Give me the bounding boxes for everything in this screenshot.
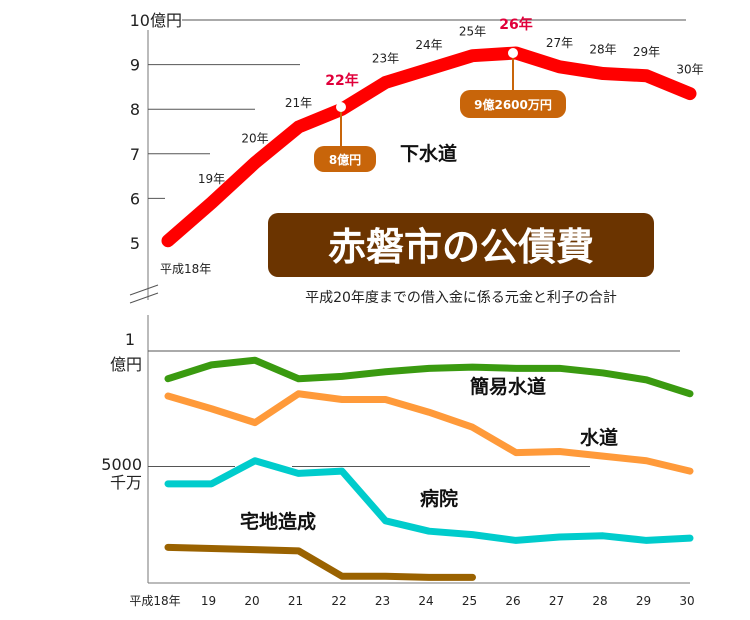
series-label-sewer: 下水道 <box>400 142 457 165</box>
year-label: 21年 <box>285 96 312 110</box>
ytick-label: 6 <box>130 189 140 208</box>
xtick-label: 22 <box>331 594 346 608</box>
ytick-label: 7 <box>130 145 140 164</box>
year-label: 23年 <box>372 51 399 65</box>
xtick-label: 20 <box>244 594 259 608</box>
xtick-label: 平成18年 <box>129 594 180 608</box>
ytick-1oku-unit: 億円 <box>110 355 142 374</box>
title-box <box>268 213 654 277</box>
ytick-1oku: 1 <box>125 330 135 349</box>
year-label: 30年 <box>676 63 703 77</box>
series-line-0 <box>164 356 694 398</box>
year-label: 20年 <box>241 132 268 146</box>
series-line-3 <box>164 543 476 581</box>
series-label-simple-water: 簡易水道 <box>470 375 546 398</box>
year-label: 25年 <box>459 25 486 39</box>
highlight-point-22 <box>336 102 346 112</box>
callout-22-label: 8億円 <box>329 152 361 167</box>
xtick-label: 28 <box>592 594 607 608</box>
ytick-5000-unit: 千万 <box>110 473 142 492</box>
ytick-label: 9 <box>130 56 140 75</box>
xtick-label: 23 <box>375 594 390 608</box>
series-line-2 <box>164 457 694 544</box>
year-label: 22年 <box>325 72 358 89</box>
series-label-land: 宅地造成 <box>240 510 316 533</box>
year-label: 平成18年 <box>160 262 211 276</box>
xtick-label: 26 <box>505 594 520 608</box>
axis-break <box>129 284 159 296</box>
year-label: 26年 <box>499 16 532 33</box>
axis-break <box>129 292 159 304</box>
xtick-label: 24 <box>418 594 433 608</box>
year-label: 27年 <box>546 36 573 50</box>
xtick-label: 27 <box>549 594 564 608</box>
ytick-5000: 5000 <box>101 455 142 474</box>
year-label: 28年 <box>589 43 616 57</box>
series-label-hospital: 病院 <box>420 487 458 510</box>
chart-subtitle: 平成20年度までの借入金に係る元金と利子の合計 <box>305 290 617 306</box>
year-label: 24年 <box>415 38 442 52</box>
series-line-1 <box>164 390 694 475</box>
series-label-water: 水道 <box>580 426 618 449</box>
callout-26: 9億2600万円 <box>460 53 566 118</box>
xtick-label: 25 <box>462 594 477 608</box>
xtick-label: 30 <box>679 594 694 608</box>
year-label: 29年 <box>633 45 660 59</box>
ytick-label: 10億円 <box>130 11 182 30</box>
year-label: 19年 <box>198 172 225 186</box>
xtick-label: 21 <box>288 594 303 608</box>
chart-title: 赤磐市の公債費 <box>328 225 594 269</box>
callout-26-label: 9億2600万円 <box>474 97 552 112</box>
series-line-sewer <box>161 46 697 248</box>
ytick-label: 5 <box>130 234 140 253</box>
ytick-label: 8 <box>130 100 140 119</box>
xtick-label: 19 <box>201 594 216 608</box>
highlight-point-26 <box>508 48 518 58</box>
callout-22: 8億円 <box>314 108 376 172</box>
xtick-label: 29 <box>636 594 651 608</box>
